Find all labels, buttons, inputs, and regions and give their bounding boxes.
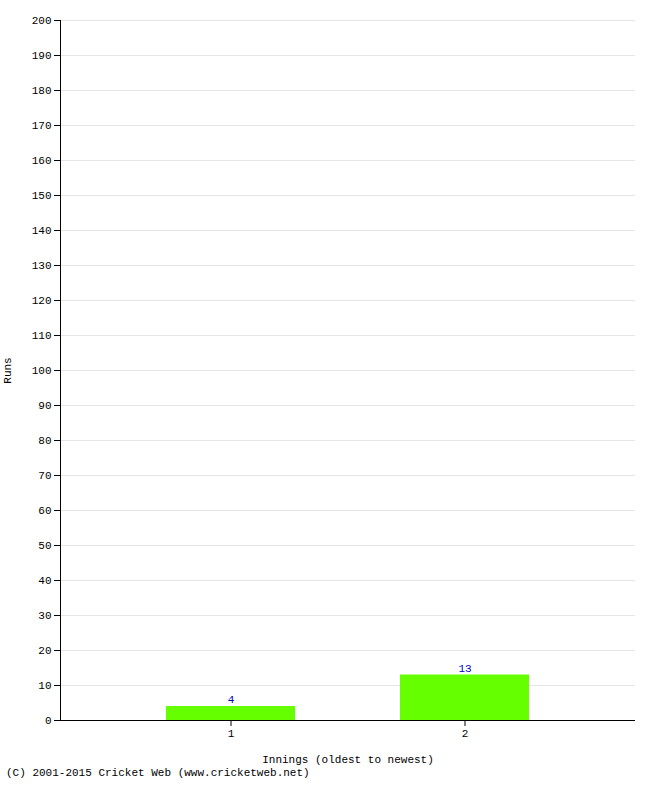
svg-text:190: 190: [32, 50, 52, 62]
svg-text:40: 40: [38, 575, 51, 587]
svg-text:180: 180: [32, 85, 52, 97]
svg-text:150: 150: [32, 190, 52, 202]
svg-text:160: 160: [32, 155, 52, 167]
svg-text:20: 20: [38, 645, 51, 657]
svg-text:120: 120: [32, 295, 52, 307]
svg-text:80: 80: [38, 435, 51, 447]
svg-text:13: 13: [458, 663, 471, 675]
html-text:(C) 2001-2015 Cricket Web (www: (C) 2001-2015 Cricket Web (www.cricketwe…: [6, 767, 310, 779]
svg-text:200: 200: [32, 15, 52, 27]
svg-text:90: 90: [38, 400, 51, 412]
svg-text:140: 140: [32, 225, 52, 237]
svg-text:1: 1: [228, 728, 235, 740]
svg-text:2: 2: [462, 728, 469, 740]
svg-text:Runs: Runs: [2, 357, 14, 383]
svg-text:70: 70: [38, 470, 51, 482]
svg-text:10: 10: [38, 680, 51, 692]
svg-text:4: 4: [228, 694, 235, 706]
svg-text:130: 130: [32, 260, 52, 272]
svg-text:50: 50: [38, 540, 51, 552]
svg-text:0: 0: [45, 715, 52, 727]
svg-text:110: 110: [32, 330, 52, 342]
svg-text:60: 60: [38, 505, 51, 517]
svg-text:100: 100: [32, 365, 52, 377]
svg-text:30: 30: [38, 610, 51, 622]
svg-text:170: 170: [32, 120, 52, 132]
svg-text:Innings (oldest to newest): Innings (oldest to newest): [262, 754, 434, 766]
